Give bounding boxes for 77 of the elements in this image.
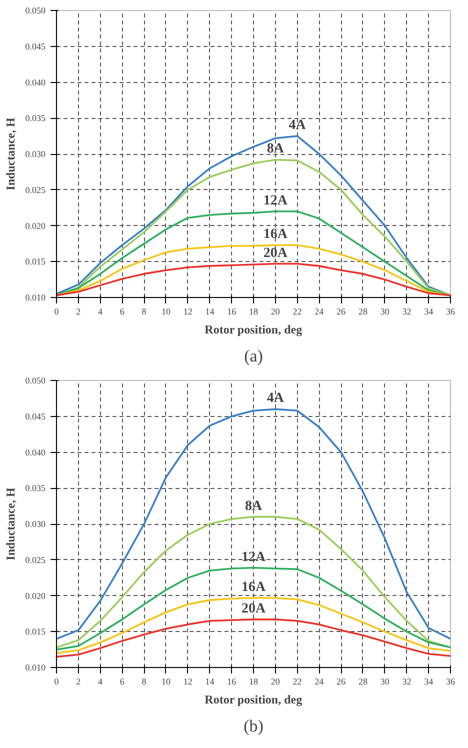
x-tick-label: 16 bbox=[227, 306, 237, 316]
line-series bbox=[56, 597, 450, 654]
x-tick-label: 0 bbox=[54, 676, 60, 686]
x-tick-label: 34 bbox=[424, 306, 434, 316]
x-tick-label: 8 bbox=[142, 676, 147, 686]
x-axis-title: Rotor position, deg bbox=[204, 322, 302, 336]
y-tick-label: 0.020 bbox=[25, 220, 46, 231]
y-axis-title: Inductance, H bbox=[3, 486, 18, 560]
x-tick-label: 6 bbox=[120, 306, 125, 316]
series-label: 20A bbox=[263, 246, 288, 261]
y-tick-label: 0.020 bbox=[25, 590, 46, 601]
y-tick-label: 0.025 bbox=[25, 184, 46, 195]
x-tick-label: 14 bbox=[205, 306, 215, 316]
series-label: 16A bbox=[241, 580, 266, 595]
y-tick-label: 0.035 bbox=[25, 113, 46, 124]
series-label: 4A bbox=[288, 118, 307, 134]
y-tick-label: 0.050 bbox=[25, 376, 46, 386]
y-tick-label: 0.010 bbox=[25, 662, 46, 672]
x-tick-label: 22 bbox=[292, 676, 302, 686]
x-tick-label: 14 bbox=[205, 676, 215, 686]
text: (a) bbox=[244, 346, 263, 366]
y-tick-label: 0.045 bbox=[25, 41, 46, 52]
x-tick-label: 32 bbox=[402, 306, 412, 316]
y-tick-label: 0.040 bbox=[25, 447, 46, 458]
y-tick-label: 0.040 bbox=[25, 77, 46, 88]
series-label: 20A bbox=[241, 601, 266, 616]
line-series bbox=[56, 516, 450, 648]
series-label: 8A bbox=[266, 142, 285, 157]
x-tick-label: 30 bbox=[380, 676, 390, 686]
y-tick-label: 0.025 bbox=[25, 554, 46, 565]
y-tick-label: 0.015 bbox=[25, 256, 46, 267]
series-label: 8A bbox=[244, 498, 263, 514]
line-series bbox=[56, 566, 450, 650]
x-tick-label: 20 bbox=[270, 676, 280, 686]
y-tick-label: 0.045 bbox=[25, 411, 46, 422]
x-tick-label: 24 bbox=[314, 676, 324, 686]
x-tick-label: 26 bbox=[336, 676, 346, 686]
line-series bbox=[56, 408, 450, 640]
x-tick-label: 36 bbox=[446, 676, 456, 686]
y-tick-label: 0.050 bbox=[25, 6, 46, 16]
x-tick-label: 36 bbox=[446, 306, 456, 316]
x-tick-label: 4 bbox=[98, 676, 104, 686]
x-tick-label: 30 bbox=[380, 306, 390, 316]
x-tick-label: 6 bbox=[120, 676, 125, 686]
x-tick-label: 0 bbox=[54, 306, 60, 316]
y-axis-title: Inductance, H bbox=[3, 116, 18, 190]
x-tick-label: 12 bbox=[183, 306, 192, 316]
x-tick-label: 22 bbox=[292, 306, 302, 316]
x-tick-label: 2 bbox=[76, 676, 81, 686]
x-tick-label: 32 bbox=[402, 676, 412, 686]
x-tick-label: 10 bbox=[161, 306, 171, 316]
x-tick-label: 10 bbox=[161, 676, 171, 686]
series-label: 12A bbox=[241, 550, 266, 565]
x-tick-label: 28 bbox=[358, 306, 368, 316]
x-tick-label: 12 bbox=[183, 676, 192, 686]
x-tick-label: 8 bbox=[142, 306, 147, 316]
x-tick-label: 18 bbox=[249, 676, 258, 686]
x-tick-label: 26 bbox=[336, 306, 346, 316]
x-tick-label: 28 bbox=[358, 676, 368, 686]
x-tick-label: 24 bbox=[314, 306, 324, 316]
series-label: 16A bbox=[263, 227, 288, 242]
y-tick-label: 0.030 bbox=[25, 519, 46, 529]
y-tick-label: 0.035 bbox=[25, 483, 46, 494]
x-tick-label: 4 bbox=[98, 306, 104, 316]
x-tick-label: 18 bbox=[249, 306, 258, 316]
x-axis-title: Rotor position, deg bbox=[204, 692, 302, 706]
line-series bbox=[56, 618, 450, 658]
y-tick-label: 0.015 bbox=[25, 626, 46, 637]
x-tick-label: 20 bbox=[270, 306, 280, 316]
y-tick-label: 0.010 bbox=[25, 292, 46, 302]
y-tick-label: 0.030 bbox=[25, 149, 46, 159]
series-label: 12A bbox=[263, 193, 288, 208]
series-label: 4A bbox=[266, 391, 285, 406]
x-tick-label: 16 bbox=[227, 676, 237, 686]
x-tick-label: 2 bbox=[76, 306, 81, 316]
x-tick-label: 34 bbox=[424, 676, 434, 686]
text: (b) bbox=[244, 716, 264, 736]
